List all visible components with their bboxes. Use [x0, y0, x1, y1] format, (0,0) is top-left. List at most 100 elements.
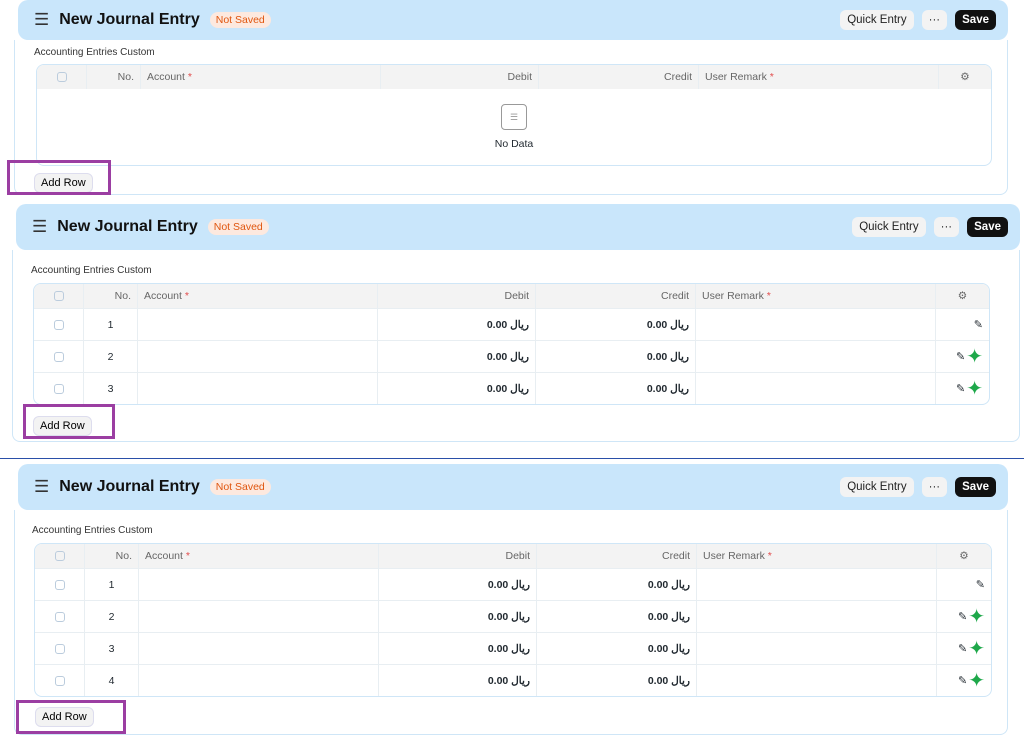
- table-row[interactable]: 3 ريال 0.00 ريال 0.00 ✎ ✦: [34, 372, 989, 404]
- settings-gear-icon[interactable]: ⚙: [957, 290, 968, 302]
- credit-cell[interactable]: ريال 0.00: [537, 633, 697, 664]
- add-row-button[interactable]: Add Row: [33, 416, 92, 436]
- row-checkbox[interactable]: [53, 319, 64, 330]
- debit-cell[interactable]: ريال 0.00: [379, 665, 537, 696]
- table-row[interactable]: 2 ريال 0.00 ريال 0.00 ✎ ✦: [35, 600, 991, 632]
- section-label: Accounting Entries Custom: [34, 47, 155, 58]
- quick-entry-button[interactable]: Quick Entry: [840, 10, 914, 30]
- status-badge: Not Saved: [207, 219, 269, 235]
- edit-pencil-icon[interactable]: ✎: [958, 643, 968, 655]
- debit-cell[interactable]: ريال 0.00: [378, 309, 536, 340]
- col-no: No.: [87, 65, 141, 89]
- table-row[interactable]: 4 ريال 0.00 ريال 0.00 ✎ ✦: [35, 664, 991, 696]
- table-header: No. Account * Debit Credit User Remark *…: [35, 544, 991, 568]
- menu-icon[interactable]: ☰: [34, 477, 50, 496]
- col-account: Account *: [141, 65, 381, 89]
- credit-cell[interactable]: ريال 0.00: [536, 373, 696, 404]
- row-checkbox[interactable]: [54, 579, 65, 590]
- menu-icon[interactable]: ☰: [32, 217, 48, 236]
- account-cell[interactable]: [139, 665, 379, 696]
- more-button[interactable]: ···: [921, 477, 948, 497]
- col-debit: Debit: [379, 544, 537, 568]
- page-title: New Journal Entry: [59, 11, 200, 28]
- select-all-checkbox[interactable]: [56, 72, 67, 82]
- menu-icon[interactable]: ☰: [34, 10, 50, 29]
- highlight-box: [23, 404, 115, 439]
- page-header: ☰ New Journal Entry Not Saved Quick Entr…: [18, 0, 1008, 40]
- col-account: Account *: [138, 284, 378, 308]
- green-star-marker-icon: ✦: [966, 377, 983, 400]
- col-no: No.: [84, 284, 138, 308]
- row-checkbox[interactable]: [54, 675, 65, 686]
- more-button[interactable]: ···: [933, 217, 960, 237]
- remark-cell[interactable]: [696, 373, 936, 404]
- remark-cell[interactable]: [696, 341, 936, 372]
- col-user-remark: User Remark *: [697, 544, 937, 568]
- section-label: Accounting Entries Custom: [31, 265, 152, 276]
- debit-cell[interactable]: ريال 0.00: [378, 373, 536, 404]
- credit-cell[interactable]: ريال 0.00: [537, 601, 697, 632]
- row-no: 2: [85, 601, 139, 632]
- accounting-entries-table: No. Account * Debit Credit User Remark *…: [36, 64, 992, 166]
- remark-cell[interactable]: [697, 633, 937, 664]
- remark-cell[interactable]: [697, 665, 937, 696]
- save-button[interactable]: Save: [955, 10, 996, 30]
- edit-pencil-icon[interactable]: ✎: [956, 383, 966, 395]
- add-row-button[interactable]: Add Row: [35, 707, 94, 727]
- edit-pencil-icon[interactable]: ✎: [956, 351, 966, 363]
- debit-cell[interactable]: ريال 0.00: [379, 569, 537, 600]
- page-title: New Journal Entry: [57, 218, 198, 235]
- row-no: 3: [85, 633, 139, 664]
- row-no: 4: [85, 665, 139, 696]
- add-row-button[interactable]: Add Row: [34, 173, 93, 193]
- save-button[interactable]: Save: [955, 477, 996, 497]
- edit-pencil-icon[interactable]: ✎: [958, 611, 968, 623]
- account-cell[interactable]: [138, 309, 378, 340]
- status-badge: Not Saved: [209, 12, 271, 28]
- edit-pencil-icon[interactable]: ✎: [958, 675, 968, 687]
- debit-cell[interactable]: ريال 0.00: [379, 601, 537, 632]
- remark-cell[interactable]: [697, 601, 937, 632]
- account-cell[interactable]: [139, 601, 379, 632]
- select-all-checkbox[interactable]: [54, 551, 65, 561]
- credit-cell[interactable]: ريال 0.00: [536, 309, 696, 340]
- table-row[interactable]: 1 ريال 0.00 ريال 0.00 ✎: [34, 308, 989, 340]
- more-button[interactable]: ···: [921, 10, 948, 30]
- col-debit: Debit: [381, 65, 539, 89]
- table-row[interactable]: 3 ريال 0.00 ريال 0.00 ✎ ✦: [35, 632, 991, 664]
- select-all-checkbox[interactable]: [53, 291, 64, 301]
- status-badge: Not Saved: [209, 479, 271, 495]
- row-checkbox[interactable]: [53, 383, 64, 394]
- edit-pencil-icon[interactable]: ✎: [975, 579, 985, 591]
- col-debit: Debit: [378, 284, 536, 308]
- save-button[interactable]: Save: [967, 217, 1008, 237]
- edit-pencil-icon[interactable]: ✎: [973, 319, 983, 331]
- row-no: 3: [84, 373, 138, 404]
- account-cell[interactable]: [138, 341, 378, 372]
- row-checkbox[interactable]: [53, 351, 64, 362]
- table-row[interactable]: 1 ريال 0.00 ريال 0.00 ✎: [35, 568, 991, 600]
- page-header: ☰ New Journal Entry Not Saved Quick Entr…: [18, 464, 1008, 510]
- form-card: [14, 40, 1008, 195]
- remark-cell[interactable]: [697, 569, 937, 600]
- green-star-marker-icon: ✦: [968, 637, 985, 660]
- row-checkbox[interactable]: [54, 643, 65, 654]
- quick-entry-button[interactable]: Quick Entry: [840, 477, 914, 497]
- settings-gear-icon[interactable]: ⚙: [959, 550, 969, 562]
- col-credit: Credit: [537, 544, 697, 568]
- remark-cell[interactable]: [696, 309, 936, 340]
- credit-cell[interactable]: ريال 0.00: [537, 665, 697, 696]
- table-header: No. Account * Debit Credit User Remark *…: [34, 284, 989, 308]
- credit-cell[interactable]: ريال 0.00: [537, 569, 697, 600]
- table-row[interactable]: 2 ريال 0.00 ريال 0.00 ✎ ✦: [34, 340, 989, 372]
- row-no: 1: [85, 569, 139, 600]
- settings-gear-icon[interactable]: ⚙: [960, 71, 970, 83]
- credit-cell[interactable]: ريال 0.00: [536, 341, 696, 372]
- account-cell[interactable]: [139, 569, 379, 600]
- row-checkbox[interactable]: [54, 611, 65, 622]
- quick-entry-button[interactable]: Quick Entry: [852, 217, 926, 237]
- debit-cell[interactable]: ريال 0.00: [379, 633, 537, 664]
- debit-cell[interactable]: ريال 0.00: [378, 341, 536, 372]
- account-cell[interactable]: [138, 373, 378, 404]
- account-cell[interactable]: [139, 633, 379, 664]
